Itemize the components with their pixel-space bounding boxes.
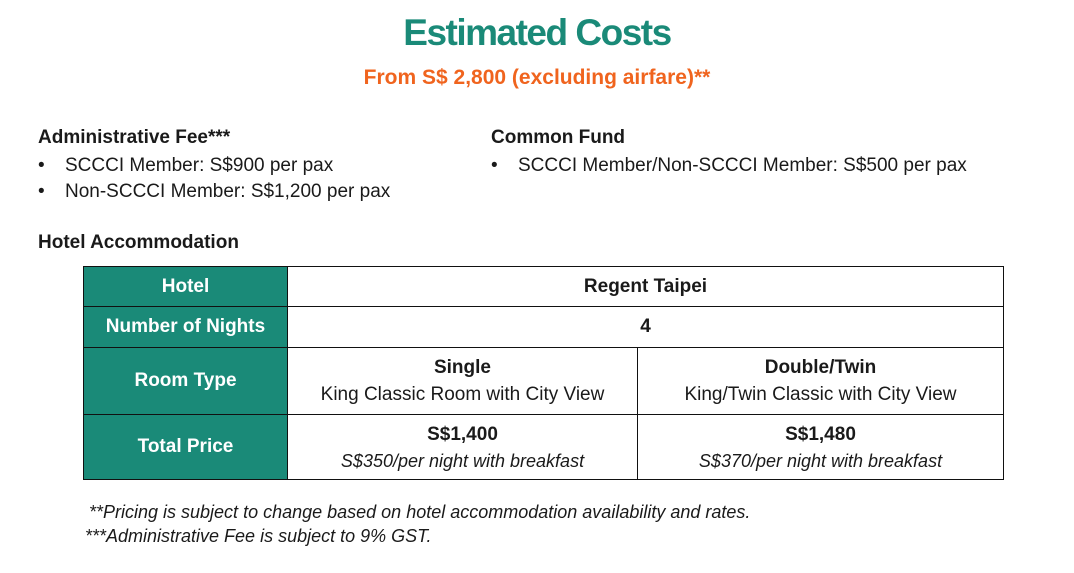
room-type-double-title: Double/Twin bbox=[764, 357, 877, 378]
bullet-icon: • bbox=[38, 155, 45, 176]
page-subtitle: From S$ 2,800 (excluding airfare)** bbox=[363, 66, 711, 89]
hotel-table: Hotel Regent Taipei Number of Nights 4 R… bbox=[83, 266, 1004, 480]
row-header-nights: Number of Nights bbox=[83, 306, 288, 348]
footnote-gst: ***Administrative Fee is subject to 9% G… bbox=[85, 526, 432, 546]
list-item: • SCCCI Member/Non-SCCCI Member: S$500 p… bbox=[491, 153, 967, 179]
room-type-single-cell: Single King Classic Room with City View bbox=[287, 347, 638, 415]
table-row: Number of Nights 4 bbox=[83, 306, 1004, 348]
row-header-total-price: Total Price bbox=[83, 414, 288, 480]
list-item-text: SCCCI Member: S$900 per pax bbox=[65, 155, 334, 176]
total-price-single: S$1,400 bbox=[427, 423, 498, 445]
footnote-pricing: **Pricing is subject to change based on … bbox=[89, 502, 751, 522]
row-header-room-type: Room Type bbox=[83, 347, 288, 415]
table-row: Total Price S$1,400 S$350/per night with… bbox=[83, 414, 1004, 480]
list-item: • SCCCI Member: S$900 per pax bbox=[38, 153, 390, 179]
total-price-single-note: S$350/per night with breakfast bbox=[340, 450, 585, 471]
total-price-double-cell: S$1,480 S$370/per night with breakfast bbox=[637, 414, 1004, 480]
room-type-single-desc: King Classic Room with City View bbox=[320, 384, 605, 405]
bullet-icon: • bbox=[38, 181, 45, 202]
total-price-single-cell: S$1,400 S$350/per night with breakfast bbox=[287, 414, 638, 480]
administrative-fee-section: Administrative Fee*** • SCCCI Member: S$… bbox=[38, 127, 390, 205]
hotel-name: Regent Taipei bbox=[287, 266, 1004, 307]
row-header-hotel: Hotel bbox=[83, 266, 288, 307]
table-row: Room Type Single King Classic Room with … bbox=[83, 347, 1004, 415]
room-type-double-cell: Double/Twin King/Twin Classic with City … bbox=[637, 347, 1004, 415]
page-title: Estimated Costs bbox=[403, 12, 672, 53]
hotel-accommodation-heading: Hotel Accommodation bbox=[38, 232, 239, 253]
total-price-double: S$1,480 bbox=[785, 423, 856, 445]
administrative-fee-list: • SCCCI Member: S$900 per pax • Non-SCCC… bbox=[38, 153, 390, 205]
nights-value: 4 bbox=[287, 306, 1004, 348]
common-fund-section: Common Fund • SCCCI Member/Non-SCCCI Mem… bbox=[491, 127, 967, 179]
common-fund-heading: Common Fund bbox=[491, 127, 626, 148]
room-type-single-title: Single bbox=[433, 357, 491, 378]
footnotes: **Pricing is subject to change based on … bbox=[85, 500, 750, 548]
room-type-double-desc: King/Twin Classic with City View bbox=[684, 384, 957, 405]
common-fund-list: • SCCCI Member/Non-SCCCI Member: S$500 p… bbox=[491, 153, 967, 179]
bullet-icon: • bbox=[491, 155, 498, 176]
administrative-fee-heading: Administrative Fee*** bbox=[38, 127, 231, 148]
table-row: Hotel Regent Taipei bbox=[83, 266, 1004, 307]
list-item-text: SCCCI Member/Non-SCCCI Member: S$500 per… bbox=[518, 155, 967, 176]
total-price-double-note: S$370/per night with breakfast bbox=[698, 450, 943, 471]
list-item: • Non-SCCCI Member: S$1,200 per pax bbox=[38, 179, 390, 205]
list-item-text: Non-SCCCI Member: S$1,200 per pax bbox=[65, 181, 391, 202]
